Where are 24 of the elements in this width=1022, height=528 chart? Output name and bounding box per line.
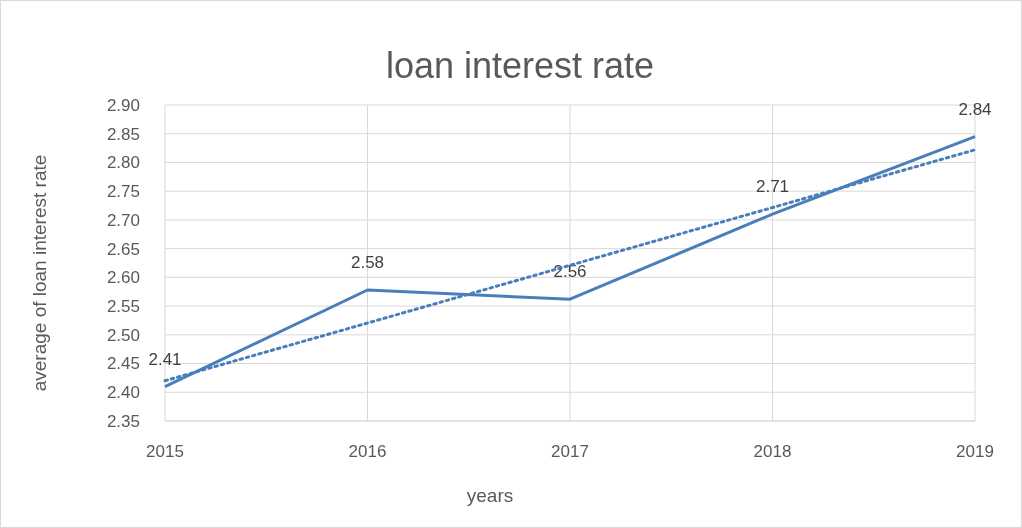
y-tick-label: 2.45 bbox=[106, 354, 140, 374]
x-tick-label: 2018 bbox=[753, 442, 792, 461]
x-tick-label: 2016 bbox=[348, 442, 387, 461]
y-tick-label: 2.50 bbox=[106, 325, 140, 345]
y-tick-label: 2.70 bbox=[106, 210, 140, 230]
x-tick-label: 2019 bbox=[956, 442, 994, 461]
y-tick-label: 2.75 bbox=[106, 182, 140, 202]
y-tick-label: 2.60 bbox=[106, 268, 140, 288]
y-tick-label: 2.90 bbox=[106, 95, 140, 115]
data-label: 2.84 bbox=[958, 99, 992, 119]
data-label: 2.71 bbox=[755, 177, 790, 197]
chart-title: loan interest rate bbox=[385, 45, 655, 86]
y-tick-label: 2.40 bbox=[106, 383, 140, 403]
y-tick-label: 2.80 bbox=[106, 153, 140, 173]
y-tick-label: 2.55 bbox=[106, 297, 140, 317]
data-label: 2.58 bbox=[350, 253, 385, 272]
y-axis-title: average of loan interest rate bbox=[29, 154, 50, 392]
y-tick-label: 2.85 bbox=[106, 124, 140, 144]
x-axis-title: years bbox=[466, 485, 514, 506]
x-tick-label: 2015 bbox=[146, 442, 184, 461]
y-tick-label: 2.35 bbox=[106, 411, 140, 431]
x-tick-label: 2017 bbox=[551, 442, 589, 461]
data-label: 2.41 bbox=[148, 349, 182, 369]
y-tick-label: 2.65 bbox=[106, 239, 140, 259]
